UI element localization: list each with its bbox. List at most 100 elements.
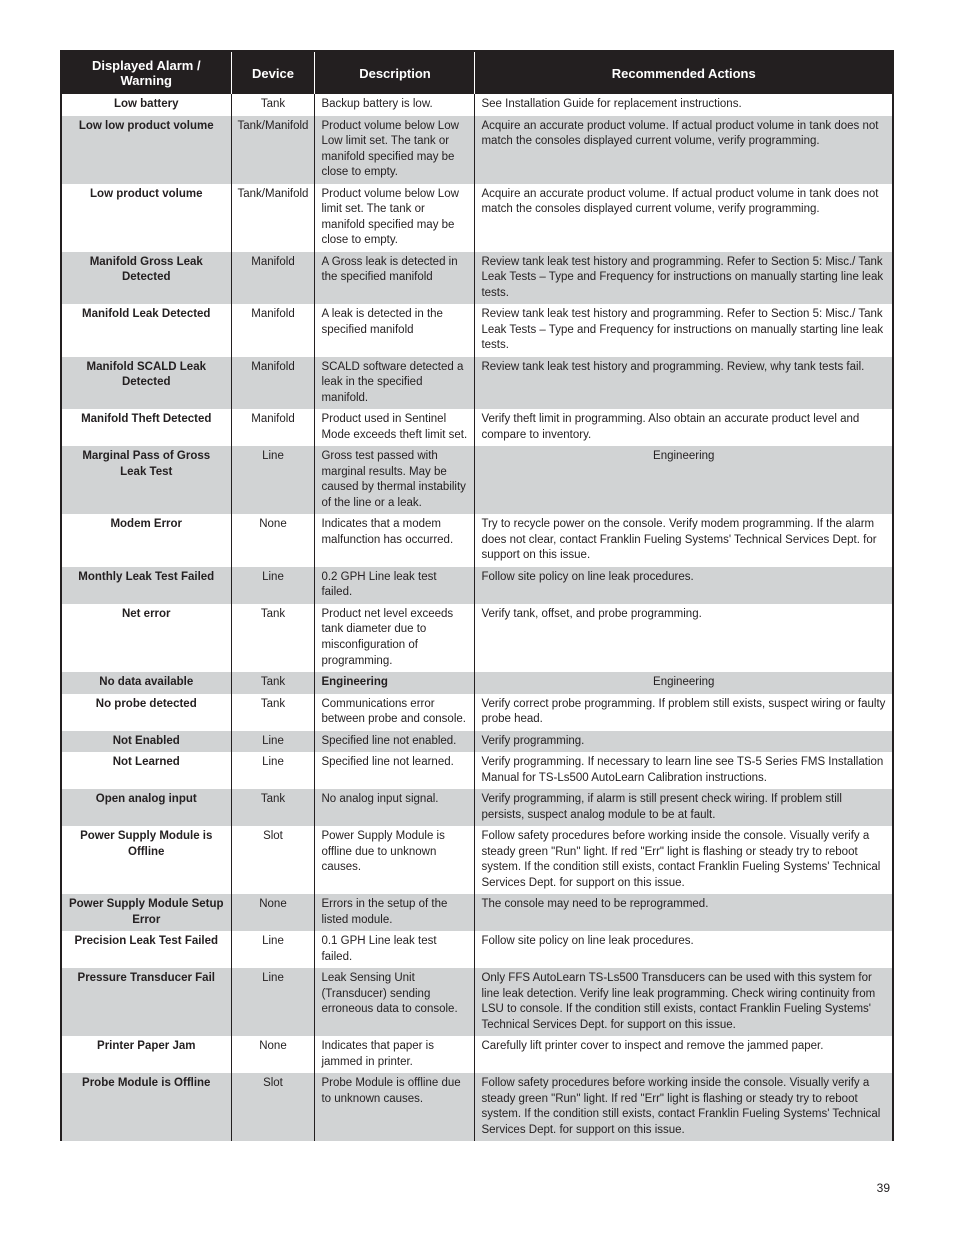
cell-actions: See Installation Guide for replacement i… [475, 94, 893, 116]
cell-alarm: Precision Leak Test Failed [61, 931, 231, 968]
table-row: Not LearnedLineSpecified line not learne… [61, 752, 893, 789]
table-row: Net errorTankProduct net level exceeds t… [61, 604, 893, 672]
table-row: Printer Paper JamNoneIndicates that pape… [61, 1036, 893, 1073]
table-row: Modem ErrorNoneIndicates that a modem ma… [61, 514, 893, 567]
cell-device: Manifold [231, 357, 315, 410]
table-row: No data availableTankEngineeringEngineer… [61, 672, 893, 694]
cell-description: Engineering [315, 672, 475, 694]
cell-alarm: Manifold Theft Detected [61, 409, 231, 446]
table-row: Manifold Leak DetectedManifoldA leak is … [61, 304, 893, 357]
cell-alarm: No probe detected [61, 694, 231, 731]
cell-actions: Acquire an accurate product volume. If a… [475, 116, 893, 184]
cell-device: Tank [231, 694, 315, 731]
cell-alarm: Low product volume [61, 184, 231, 252]
cell-description: Probe Module is offline due to unknown c… [315, 1073, 475, 1141]
table-row: Probe Module is OfflineSlotProbe Module … [61, 1073, 893, 1141]
cell-device: Slot [231, 826, 315, 894]
table-row: Power Supply Module is OfflineSlotPower … [61, 826, 893, 894]
cell-device: Line [231, 446, 315, 514]
cell-device: Tank [231, 604, 315, 672]
table-row: Low batteryTankBackup battery is low.See… [61, 94, 893, 116]
header-alarm: Displayed Alarm / Warning [61, 51, 231, 94]
cell-actions: Follow site policy on line leak procedur… [475, 567, 893, 604]
cell-actions: Verify correct probe programming. If pro… [475, 694, 893, 731]
cell-actions: Review tank leak test history and progra… [475, 357, 893, 410]
table-row: Marginal Pass of Gross Leak TestLineGros… [61, 446, 893, 514]
alarm-table: Displayed Alarm / Warning Device Descrip… [60, 50, 894, 1141]
cell-description: A Gross leak is detected in the specifie… [315, 252, 475, 305]
page-number: 39 [60, 1181, 894, 1195]
cell-alarm: Low low product volume [61, 116, 231, 184]
table-row: Pressure Transducer FailLineLeak Sensing… [61, 968, 893, 1036]
cell-actions: Review tank leak test history and progra… [475, 304, 893, 357]
cell-alarm: Net error [61, 604, 231, 672]
cell-actions: Engineering [475, 672, 893, 694]
header-device: Device [231, 51, 315, 94]
header-actions: Recommended Actions [475, 51, 893, 94]
cell-description: 0.2 GPH Line leak test failed. [315, 567, 475, 604]
cell-alarm: Open analog input [61, 789, 231, 826]
cell-alarm: Low battery [61, 94, 231, 116]
table-header: Displayed Alarm / Warning Device Descrip… [61, 51, 893, 94]
cell-alarm: Printer Paper Jam [61, 1036, 231, 1073]
table-row: No probe detectedTankCommunications erro… [61, 694, 893, 731]
cell-description: SCALD software detected a leak in the sp… [315, 357, 475, 410]
cell-actions: Verify programming. [475, 731, 893, 753]
cell-device: Slot [231, 1073, 315, 1141]
cell-description: Power Supply Module is offline due to un… [315, 826, 475, 894]
cell-alarm: Not Enabled [61, 731, 231, 753]
table-row: Monthly Leak Test FailedLine0.2 GPH Line… [61, 567, 893, 604]
table-row: Not EnabledLineSpecified line not enable… [61, 731, 893, 753]
cell-alarm: Modem Error [61, 514, 231, 567]
cell-device: Manifold [231, 252, 315, 305]
cell-device: Tank [231, 94, 315, 116]
cell-device: Tank [231, 789, 315, 826]
cell-device: Line [231, 731, 315, 753]
cell-alarm: Not Learned [61, 752, 231, 789]
cell-device: None [231, 894, 315, 931]
cell-description: Gross test passed with marginal results.… [315, 446, 475, 514]
cell-alarm: Probe Module is Offline [61, 1073, 231, 1141]
table-body: Low batteryTankBackup battery is low.See… [61, 94, 893, 1141]
cell-device: None [231, 514, 315, 567]
cell-alarm: Manifold SCALD Leak Detected [61, 357, 231, 410]
cell-description: Product used in Sentinel Mode exceeds th… [315, 409, 475, 446]
cell-actions: Engineering [475, 446, 893, 514]
cell-actions: Only FFS AutoLearn TS-Ls500 Transducers … [475, 968, 893, 1036]
cell-description: No analog input signal. [315, 789, 475, 826]
cell-alarm: Manifold Gross Leak Detected [61, 252, 231, 305]
cell-alarm: Power Supply Module Setup Error [61, 894, 231, 931]
cell-device: Line [231, 931, 315, 968]
cell-description: Indicates that paper is jammed in printe… [315, 1036, 475, 1073]
cell-alarm: Marginal Pass of Gross Leak Test [61, 446, 231, 514]
cell-device: Tank/Manifold [231, 116, 315, 184]
cell-actions: Carefully lift printer cover to inspect … [475, 1036, 893, 1073]
table-row: Manifold SCALD Leak DetectedManifoldSCAL… [61, 357, 893, 410]
cell-alarm: Pressure Transducer Fail [61, 968, 231, 1036]
cell-actions: Verify theft limit in programming. Also … [475, 409, 893, 446]
header-description: Description [315, 51, 475, 94]
cell-description: Errors in the setup of the listed module… [315, 894, 475, 931]
cell-description: Product volume below Low limit set. The … [315, 184, 475, 252]
table-row: Open analog inputTankNo analog input sig… [61, 789, 893, 826]
cell-actions: Try to recycle power on the console. Ver… [475, 514, 893, 567]
cell-device: Manifold [231, 409, 315, 446]
cell-description: Indicates that a modem malfunction has o… [315, 514, 475, 567]
cell-description: Leak Sensing Unit (Transducer) sending e… [315, 968, 475, 1036]
cell-device: Tank [231, 672, 315, 694]
cell-alarm: Manifold Leak Detected [61, 304, 231, 357]
cell-actions: Acquire an accurate product volume. If a… [475, 184, 893, 252]
cell-description: A leak is detected in the specified mani… [315, 304, 475, 357]
table-row: Precision Leak Test FailedLine0.1 GPH Li… [61, 931, 893, 968]
table-row: Manifold Gross Leak DetectedManifoldA Gr… [61, 252, 893, 305]
cell-description: Backup battery is low. [315, 94, 475, 116]
cell-alarm: Power Supply Module is Offline [61, 826, 231, 894]
cell-description: Communications error between probe and c… [315, 694, 475, 731]
cell-actions: Verify programming. If necessary to lear… [475, 752, 893, 789]
cell-actions: Verify tank, offset, and probe programmi… [475, 604, 893, 672]
cell-alarm: Monthly Leak Test Failed [61, 567, 231, 604]
cell-actions: Follow safety procedures before working … [475, 1073, 893, 1141]
cell-description: Product net level exceeds tank diameter … [315, 604, 475, 672]
cell-actions: Follow site policy on line leak procedur… [475, 931, 893, 968]
table-row: Low low product volumeTank/ManifoldProdu… [61, 116, 893, 184]
